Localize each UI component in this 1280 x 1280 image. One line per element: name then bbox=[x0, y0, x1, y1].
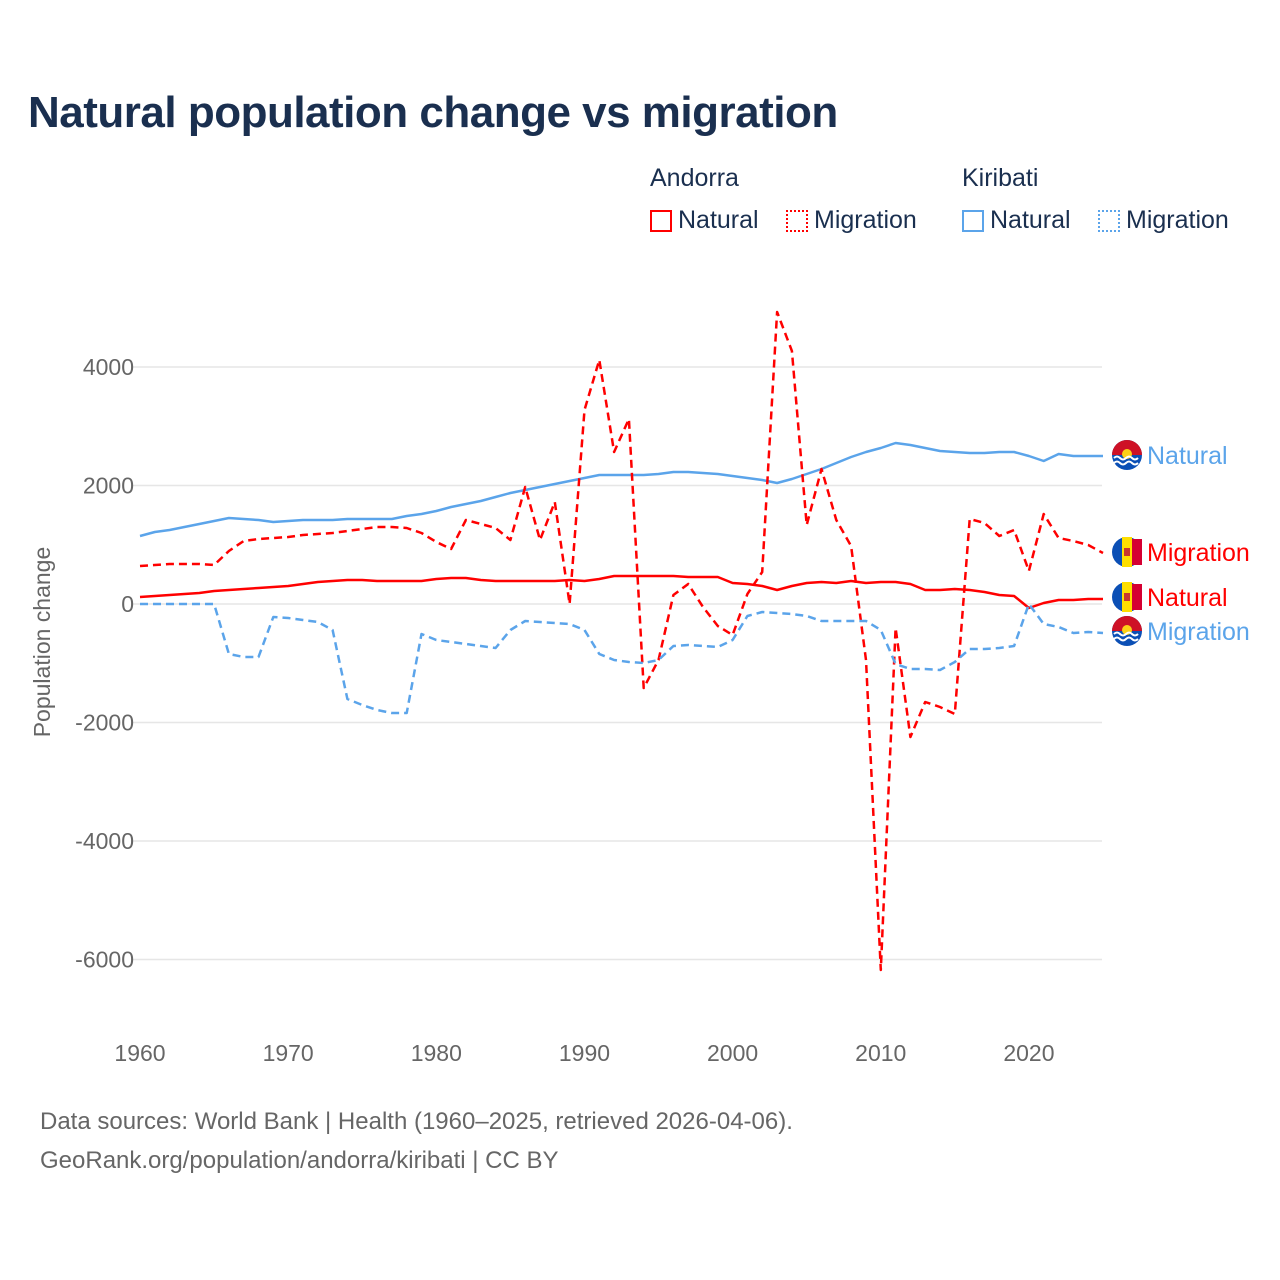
end-label: Natural bbox=[1147, 584, 1228, 612]
series-line-kiribati-migration bbox=[140, 602, 1104, 715]
legend-swatch-dotted bbox=[786, 209, 808, 232]
legend-andorra-migration[interactable]: Migration bbox=[786, 206, 917, 235]
series-line-kiribati-natural bbox=[139, 441, 1103, 538]
legend-kiribati-natural[interactable]: Natural bbox=[962, 206, 1071, 235]
kiribati-flag-icon-wave bbox=[1113, 636, 1139, 642]
x-tick-label: 1960 bbox=[114, 1040, 165, 1066]
legend-swatch-solid bbox=[650, 209, 672, 232]
series-line-andorra-migration bbox=[139, 310, 1104, 972]
y-tick-label: 0 bbox=[121, 591, 134, 617]
legend-andorra-natural[interactable]: Natural bbox=[650, 206, 759, 235]
kiribati-flag-icon-wave bbox=[1113, 455, 1139, 461]
legend-label: Natural bbox=[678, 206, 759, 234]
andorra-flag-icon-crest bbox=[1124, 548, 1130, 556]
footer-attribution[interactable]: GeoRank.org/population/andorra/kiribati … bbox=[40, 1147, 559, 1174]
legend-swatch-dotted bbox=[1098, 209, 1120, 232]
y-tick-label: -2000 bbox=[75, 710, 134, 736]
legend-label: Migration bbox=[814, 206, 917, 234]
y-tick-label: 4000 bbox=[83, 354, 134, 380]
kiribati-flag-icon-sky bbox=[1112, 616, 1142, 631]
y-tick-label: -4000 bbox=[75, 828, 134, 854]
andorra-flag-icon-stripe bbox=[1132, 539, 1142, 565]
x-tick-label: 1990 bbox=[559, 1040, 610, 1066]
andorra-flag-icon-crest bbox=[1124, 593, 1130, 601]
andorra-flag-icon-stripe bbox=[1132, 584, 1142, 610]
end-label: Migration bbox=[1147, 618, 1250, 646]
legend-group-kiribati: Kiribati bbox=[962, 164, 1039, 192]
legend-swatch-solid bbox=[962, 209, 984, 232]
end-label: Natural bbox=[1147, 442, 1228, 470]
x-tick-label: 1970 bbox=[263, 1040, 314, 1066]
footer-sources: Data sources: World Bank | Health (1960–… bbox=[40, 1108, 793, 1135]
legend-label: Natural bbox=[990, 206, 1071, 234]
x-tick-label: 1980 bbox=[411, 1040, 462, 1066]
y-tick-label: -6000 bbox=[75, 947, 134, 973]
y-tick-label: 2000 bbox=[83, 473, 134, 499]
legend-kiribati-migration[interactable]: Migration bbox=[1098, 206, 1229, 235]
y-axis-label: Population change bbox=[29, 547, 55, 738]
legend-label: Migration bbox=[1126, 206, 1229, 234]
chart-title: Natural population change vs migration bbox=[28, 88, 838, 137]
x-tick-label: 2000 bbox=[707, 1040, 758, 1066]
x-tick-label: 2010 bbox=[855, 1040, 906, 1066]
series-line-andorra-natural bbox=[139, 574, 1103, 610]
kiribati-flag-icon-wave bbox=[1113, 460, 1139, 466]
kiribati-flag-icon-sky bbox=[1112, 440, 1142, 455]
x-tick-label: 2020 bbox=[1003, 1040, 1054, 1066]
legend-group-andorra: Andorra bbox=[650, 164, 739, 192]
end-label: Migration bbox=[1147, 539, 1250, 567]
kiribati-flag-icon-wave bbox=[1113, 631, 1139, 637]
